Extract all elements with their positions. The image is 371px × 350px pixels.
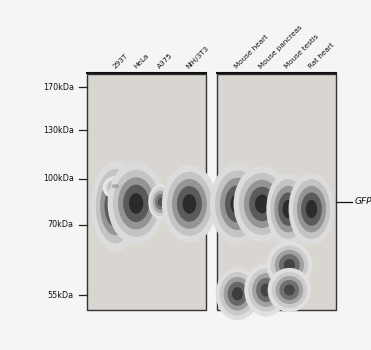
Ellipse shape: [271, 245, 308, 285]
Text: GFPT2: GFPT2: [354, 197, 371, 206]
Ellipse shape: [252, 273, 280, 307]
Ellipse shape: [153, 191, 169, 213]
Ellipse shape: [183, 194, 196, 214]
Ellipse shape: [231, 194, 244, 214]
Ellipse shape: [158, 197, 164, 206]
Text: 293T: 293T: [112, 53, 129, 70]
Ellipse shape: [289, 173, 334, 246]
Ellipse shape: [148, 184, 173, 219]
Ellipse shape: [100, 177, 131, 235]
Ellipse shape: [113, 170, 160, 237]
Ellipse shape: [162, 165, 217, 243]
Ellipse shape: [220, 178, 255, 230]
Ellipse shape: [151, 188, 171, 216]
Text: 70kDa: 70kDa: [48, 220, 74, 229]
Text: 170kDa: 170kDa: [43, 83, 74, 92]
Ellipse shape: [256, 278, 276, 302]
Ellipse shape: [276, 276, 303, 304]
Ellipse shape: [215, 170, 260, 238]
Ellipse shape: [167, 172, 212, 236]
Text: HeLa: HeLa: [133, 52, 151, 70]
Ellipse shape: [123, 185, 149, 222]
Ellipse shape: [234, 166, 291, 242]
Ellipse shape: [284, 259, 295, 271]
Text: Mouse testis: Mouse testis: [284, 34, 320, 70]
Ellipse shape: [96, 169, 135, 243]
Ellipse shape: [216, 267, 259, 320]
Ellipse shape: [283, 200, 293, 218]
Text: A375: A375: [157, 52, 174, 70]
Ellipse shape: [244, 180, 280, 228]
Ellipse shape: [279, 254, 300, 276]
Ellipse shape: [112, 184, 119, 188]
Ellipse shape: [112, 185, 118, 190]
Ellipse shape: [270, 179, 306, 239]
Text: Mouse pancreas: Mouse pancreas: [258, 24, 303, 70]
Ellipse shape: [107, 180, 124, 195]
Ellipse shape: [278, 193, 298, 226]
Text: 100kDa: 100kDa: [43, 174, 74, 183]
Ellipse shape: [260, 284, 272, 297]
Ellipse shape: [239, 173, 286, 235]
Ellipse shape: [172, 179, 207, 229]
Ellipse shape: [293, 179, 330, 239]
Ellipse shape: [177, 186, 202, 222]
Ellipse shape: [225, 185, 250, 223]
Ellipse shape: [274, 186, 302, 232]
Ellipse shape: [232, 287, 243, 300]
Ellipse shape: [118, 177, 154, 230]
Ellipse shape: [297, 186, 326, 232]
Ellipse shape: [275, 250, 304, 280]
Ellipse shape: [306, 200, 317, 218]
Ellipse shape: [108, 162, 165, 244]
Ellipse shape: [248, 268, 284, 312]
Text: Rat heart: Rat heart: [307, 42, 335, 70]
Ellipse shape: [301, 193, 322, 226]
Ellipse shape: [227, 282, 247, 306]
Ellipse shape: [129, 193, 143, 214]
Ellipse shape: [255, 195, 269, 214]
Ellipse shape: [220, 272, 255, 315]
Ellipse shape: [155, 194, 167, 210]
Text: 55kDa: 55kDa: [48, 291, 74, 300]
Ellipse shape: [105, 178, 126, 197]
Ellipse shape: [91, 161, 139, 252]
Text: 130kDa: 130kDa: [43, 126, 74, 135]
Bar: [87, 74, 206, 309]
Text: NIH/3T3: NIH/3T3: [185, 45, 210, 70]
Ellipse shape: [279, 280, 299, 300]
Ellipse shape: [266, 241, 312, 289]
Ellipse shape: [103, 176, 128, 199]
Ellipse shape: [266, 173, 310, 246]
Bar: [217, 74, 336, 309]
Ellipse shape: [267, 268, 311, 312]
Ellipse shape: [109, 195, 121, 218]
Ellipse shape: [249, 187, 275, 221]
Ellipse shape: [110, 182, 121, 193]
Ellipse shape: [272, 272, 307, 308]
Ellipse shape: [210, 163, 265, 245]
Ellipse shape: [284, 285, 295, 295]
Ellipse shape: [244, 264, 288, 316]
Ellipse shape: [105, 186, 126, 227]
Text: Mouse heart: Mouse heart: [233, 34, 269, 70]
Ellipse shape: [224, 277, 251, 311]
